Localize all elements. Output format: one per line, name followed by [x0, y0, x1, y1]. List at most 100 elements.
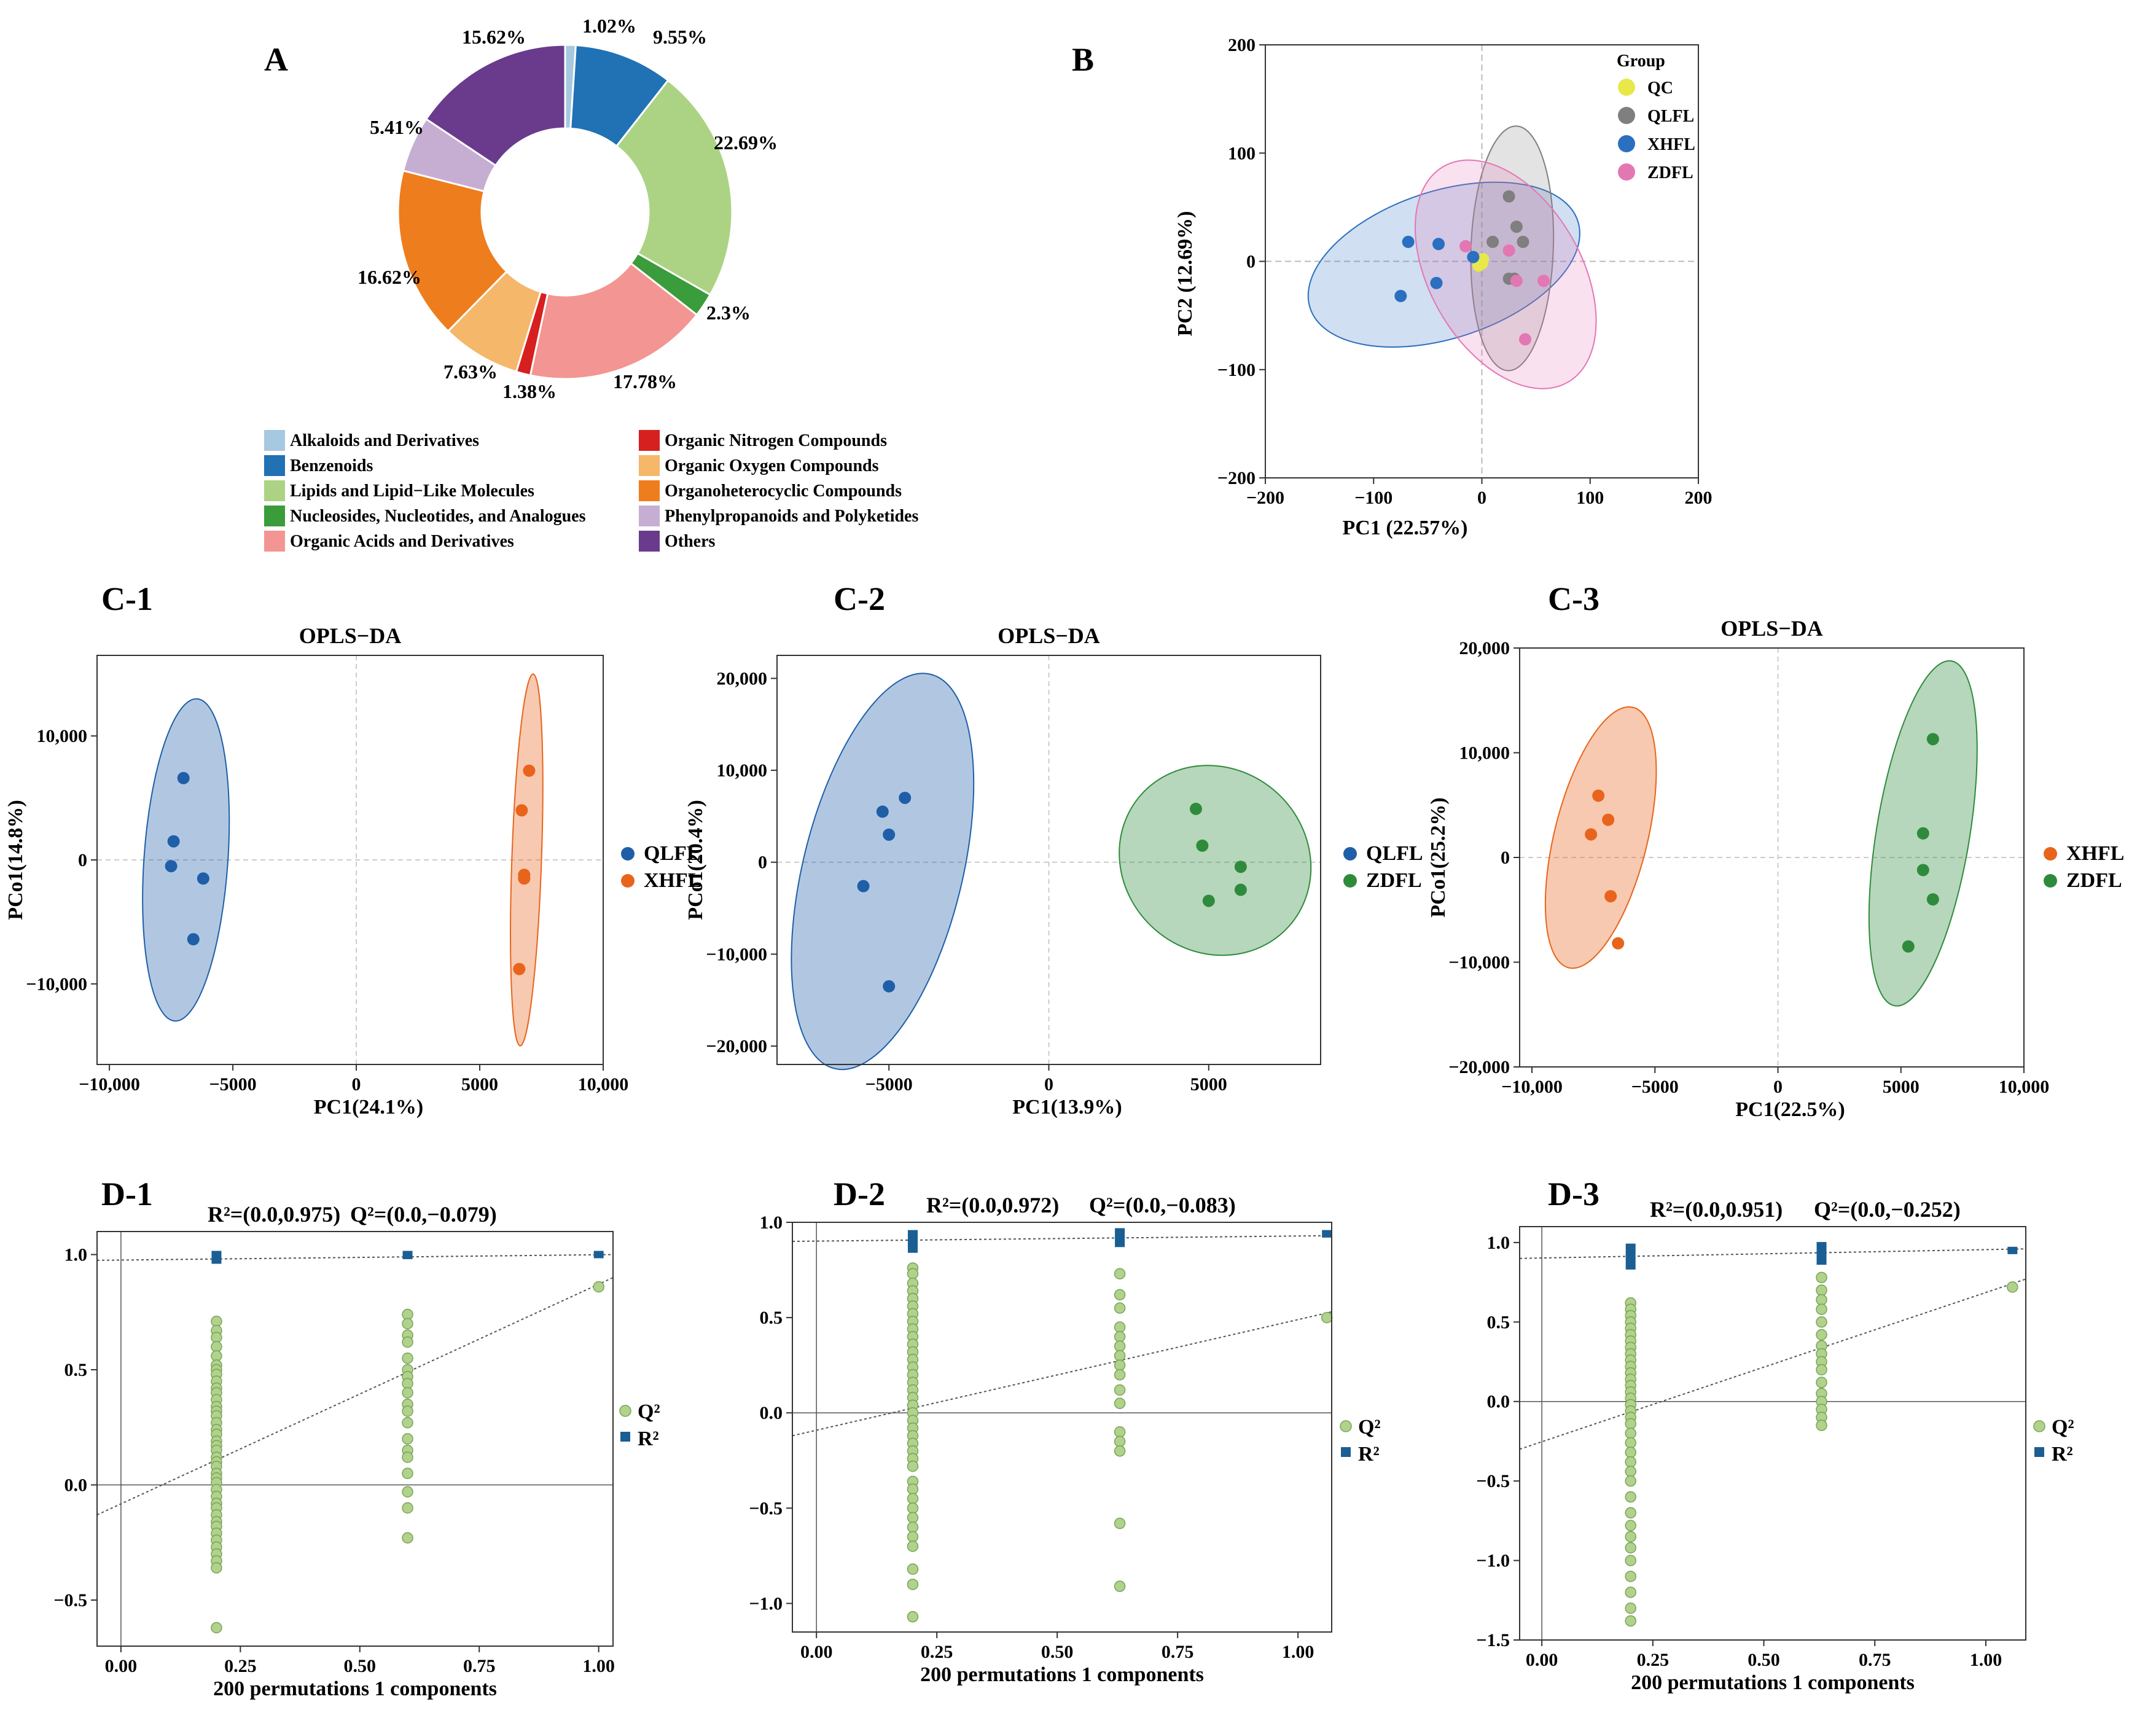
panel-d2: D-2 R²=(0.0,0.972) Q²=(0.0,−0.083) 0.00 0.25…	[749, 1176, 1380, 1686]
q2-point	[1114, 1330, 1126, 1343]
legend-label: ZDFL	[1647, 163, 1693, 182]
q2-point	[1625, 1615, 1636, 1627]
q2-point	[1625, 1491, 1636, 1503]
q2-point	[1114, 1435, 1126, 1448]
q2-point	[1114, 1384, 1126, 1396]
x-tick-label: 0.50	[1748, 1650, 1780, 1670]
legend-label: ZDFL	[2066, 869, 2122, 892]
q2-point	[907, 1531, 919, 1543]
data-point-xhfl	[1612, 937, 1625, 950]
y-tick-label: 0.0	[1487, 1392, 1510, 1412]
pie-slice-label: 9.55%	[653, 26, 707, 48]
r2-point	[402, 1251, 413, 1259]
x-tick-label: 0.25	[1637, 1650, 1670, 1670]
data-point-qlfl	[165, 860, 178, 873]
legend-label: Others	[665, 532, 716, 551]
q2-title: Q²=(0.0,−0.252)	[1814, 1197, 1961, 1222]
data-point-zdfl	[1502, 244, 1515, 257]
legend-swatch	[639, 430, 660, 451]
data-point-zdfl	[1519, 333, 1531, 346]
y-tick-label: −20,000	[1448, 1057, 1510, 1077]
q2-point	[402, 1318, 413, 1330]
legend-label: Organic Oxygen Compounds	[665, 456, 879, 475]
legend-swatch	[264, 430, 285, 451]
q2-point	[1114, 1359, 1126, 1371]
q2-point	[1114, 1517, 1126, 1529]
data-point-qlfl	[1502, 190, 1515, 203]
legend-label-r2: R²	[1358, 1443, 1380, 1466]
legend-label: Lipids and Lipid−Like Molecules	[290, 482, 534, 501]
q2-point	[402, 1502, 413, 1514]
x-tick-label: 0.00	[1526, 1650, 1558, 1670]
legend-swatch	[264, 480, 285, 501]
legend-marker-r2	[2034, 1447, 2044, 1457]
data-point-qlfl	[1510, 221, 1523, 233]
panel-c3: C-3 OPLS−DA −10,000 −5000 0 5000 10,000 −20,000…	[1427, 580, 2124, 1121]
y-tick-label: 0	[758, 853, 767, 873]
x-tick-label: 0	[1773, 1077, 1783, 1097]
x-axis-title: PC1(24.1%)	[314, 1096, 423, 1119]
q2-point	[1816, 1316, 1827, 1328]
q2-point	[402, 1387, 413, 1399]
x-tick-label: 0.75	[463, 1656, 496, 1676]
x-tick-label: 0.00	[800, 1642, 833, 1662]
q2-point	[1625, 1587, 1636, 1598]
x-tick-label: 5000	[461, 1074, 498, 1095]
q2-regression-line	[96, 1277, 614, 1516]
data-point-zdfl	[1510, 275, 1523, 287]
panel-label-a: A	[264, 41, 288, 78]
r2-point	[211, 1251, 222, 1264]
q2-point	[402, 1336, 413, 1348]
q2-point	[1816, 1303, 1827, 1315]
x-tick-label: 1.00	[1282, 1642, 1314, 1662]
x-tick-label: 0	[352, 1074, 361, 1095]
q2-point	[907, 1540, 919, 1552]
x-tick-label: 0.25	[224, 1656, 257, 1676]
legend-marker-q2	[2033, 1420, 2045, 1432]
legend-swatch	[639, 531, 660, 552]
r2-regression-line	[792, 1235, 1332, 1243]
q2-point	[1114, 1445, 1126, 1457]
q2-point	[1114, 1580, 1126, 1592]
x-tick-label: −5000	[865, 1074, 913, 1095]
y-axis-title: PCo1(25.2%)	[1427, 797, 1450, 917]
x-tick-label: 200	[1685, 488, 1713, 508]
pie-slice-label: 5.41%	[370, 116, 424, 138]
q2-point	[402, 1532, 413, 1544]
x-tick-label: 10,000	[578, 1074, 629, 1095]
r2-point	[2007, 1246, 2018, 1254]
legend-marker	[1343, 847, 1357, 861]
data-point-qlfl	[167, 835, 180, 848]
x-tick-label: 0	[1044, 1074, 1053, 1095]
legend-label-q2: Q²	[2052, 1416, 2074, 1439]
legend-marker-q2	[619, 1405, 631, 1417]
legend-label: XHFL	[1647, 135, 1695, 154]
data-point-zdfl	[1926, 893, 1939, 906]
legend-label: QC	[1647, 79, 1673, 98]
x-tick-label: 10,000	[1999, 1077, 2050, 1097]
q2-point	[211, 1622, 222, 1634]
legend-label: XHFL	[644, 869, 701, 892]
q2-point	[1625, 1507, 1636, 1519]
legend-label: Organic Nitrogen Compounds	[665, 431, 887, 450]
q2-point	[2007, 1281, 2018, 1293]
r2-title: R²=(0.0,0.951)	[1650, 1197, 1783, 1222]
legend-label: Phenylpropanoids and Polyketides	[665, 507, 918, 526]
panel-label: D-2	[834, 1176, 885, 1212]
q2-point	[907, 1502, 919, 1514]
y-tick-label: 10,000	[1459, 743, 1510, 763]
y-tick-label: −1.0	[1476, 1551, 1510, 1571]
x-tick-label: 0.75	[1859, 1650, 1891, 1670]
q2-point	[1625, 1555, 1636, 1566]
q2-point	[1816, 1419, 1827, 1431]
legend-label: Nucleosides, Nucleotides, and Analogues	[290, 507, 586, 526]
panel-a: A 1.02% 9.55% 22.69% 2.3% 17.78% 1.38%7.63% 16.…	[264, 15, 918, 552]
x-tick-label: −10,000	[1501, 1077, 1563, 1097]
x-tick-label: 0.50	[344, 1656, 377, 1676]
y-tick-label: −0.5	[749, 1498, 783, 1518]
r2-point	[1625, 1243, 1636, 1270]
legend-marker	[2044, 874, 2057, 888]
legend-swatch	[639, 506, 660, 526]
data-point-qlfl	[197, 872, 209, 885]
